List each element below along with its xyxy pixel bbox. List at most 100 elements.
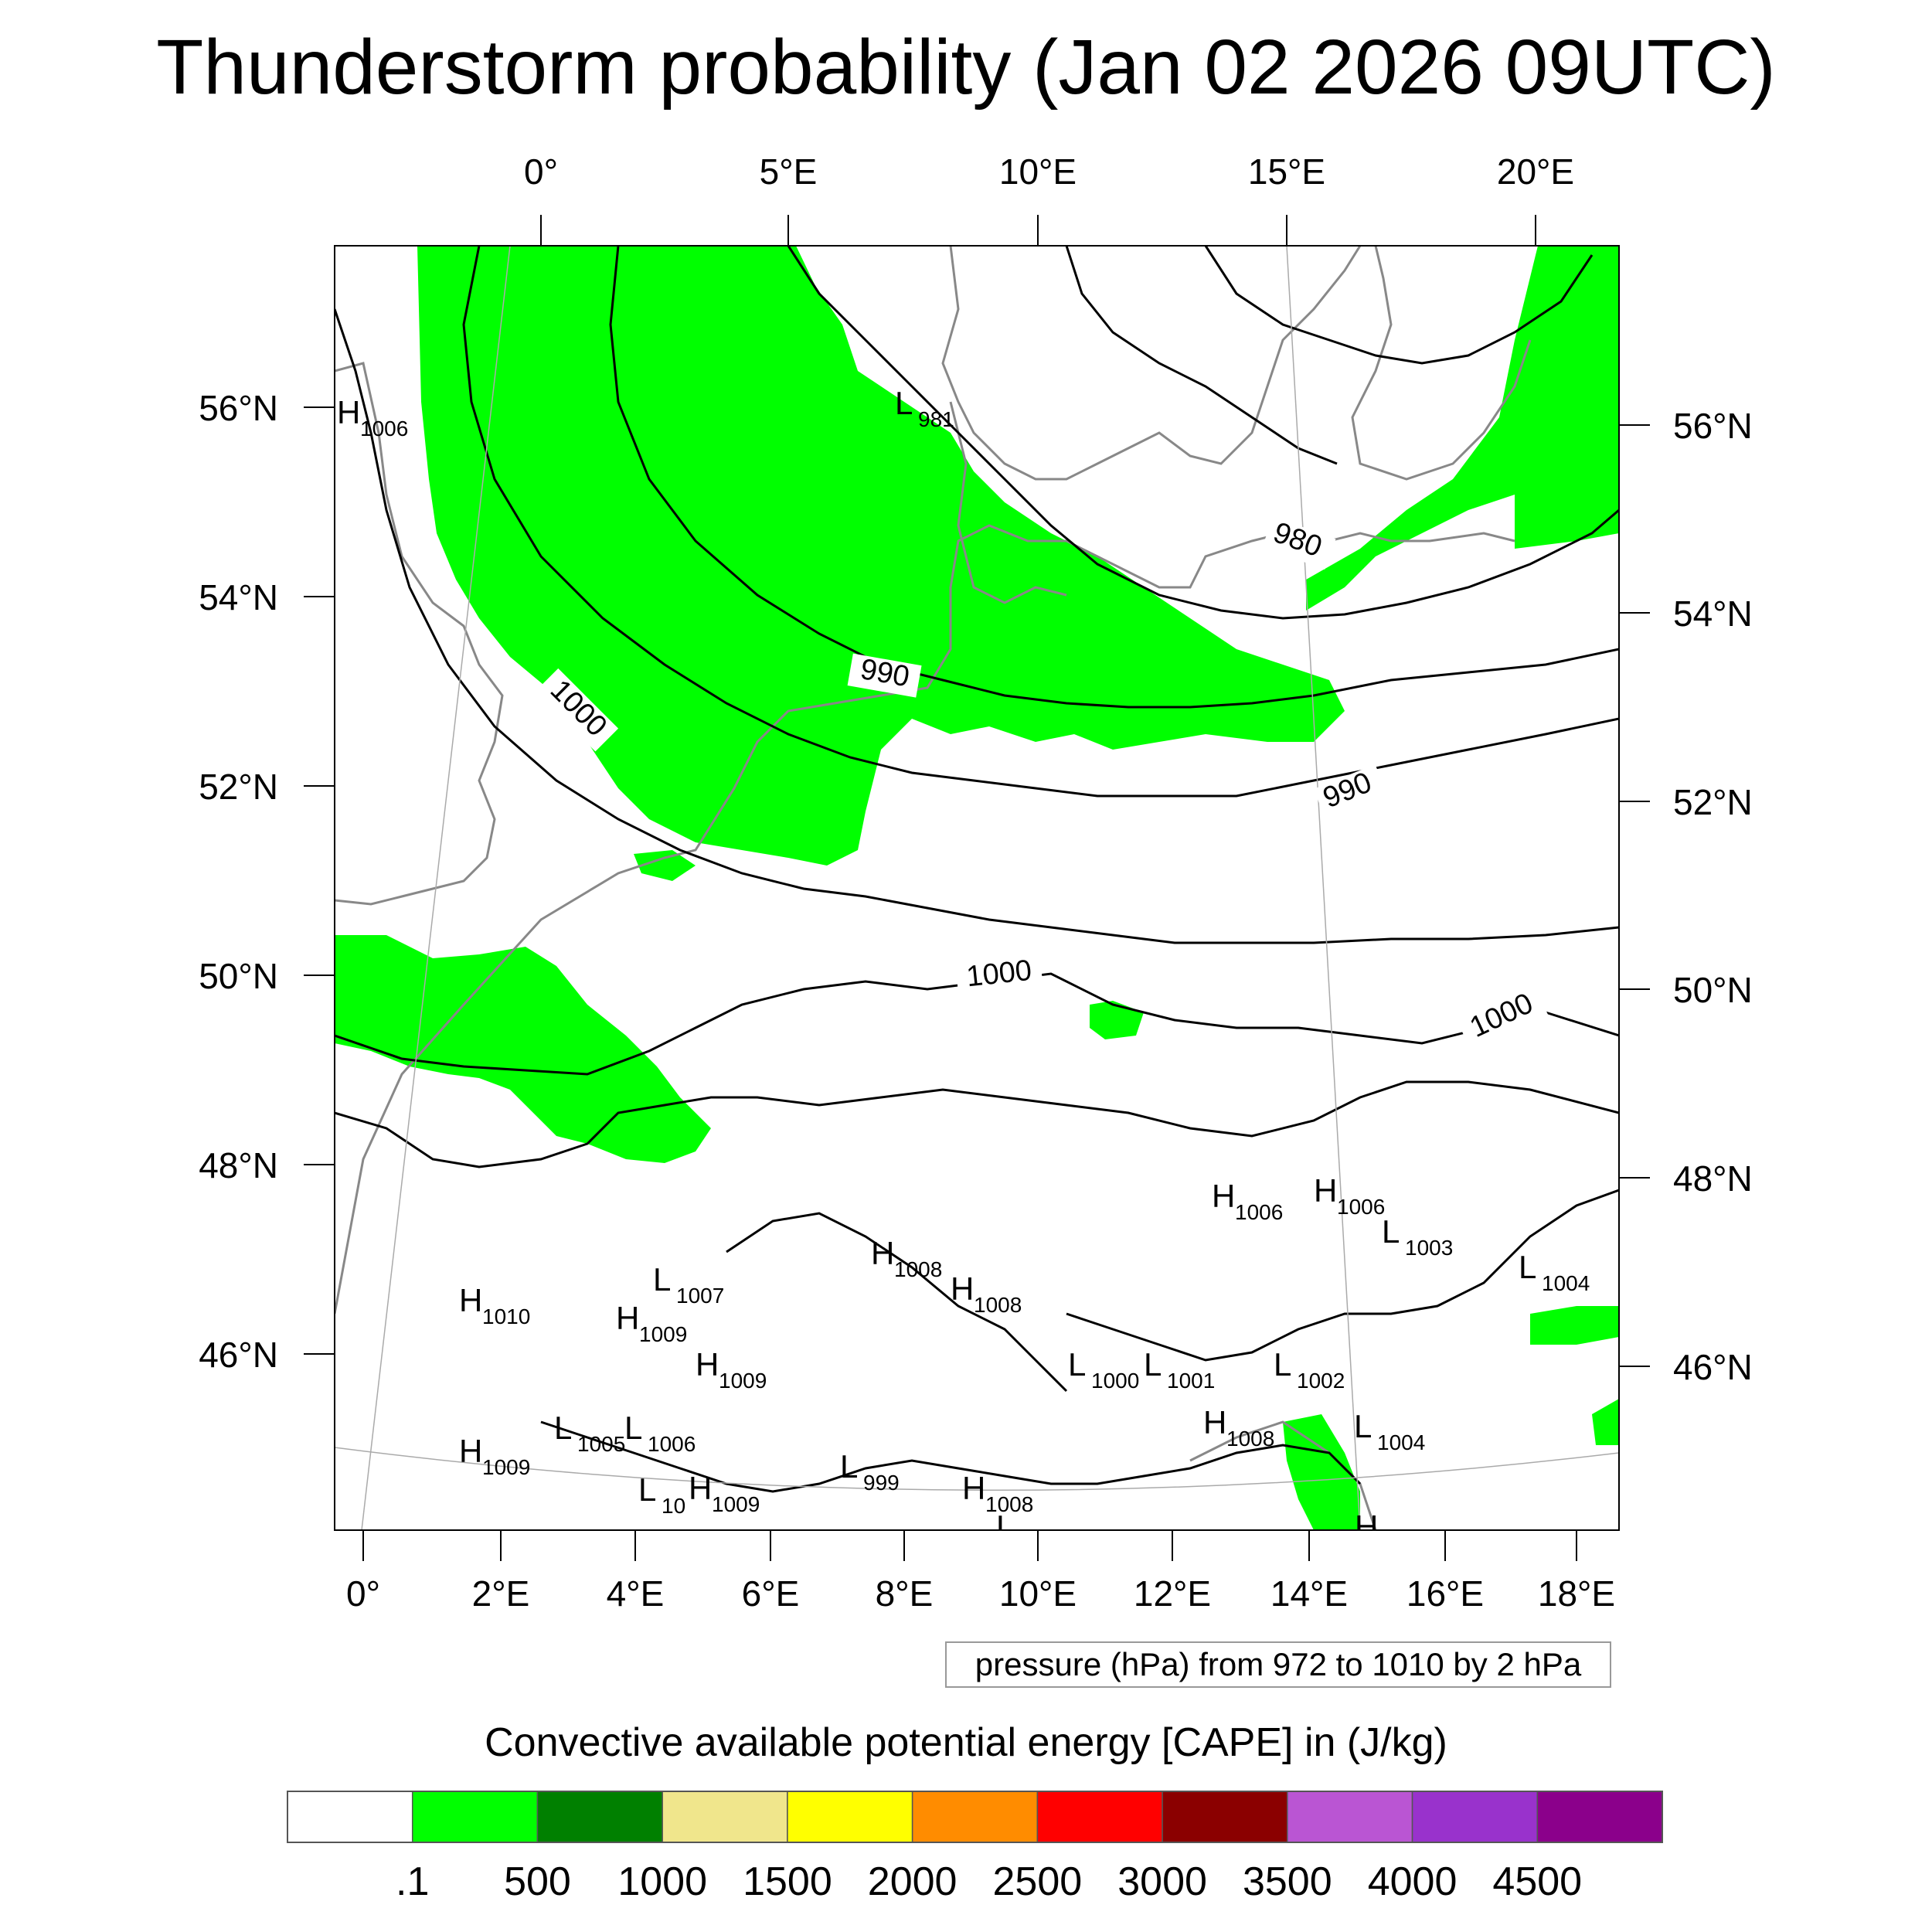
lon-label-top: 0° [524,151,558,192]
page-title: Thunderstorm probability (Jan 02 2026 09… [156,24,1776,111]
pressure-center: H 1008 [962,1470,1033,1516]
contour-label: 1000 [965,954,1033,994]
pressure-center: H 1008 [1203,1404,1274,1451]
pressure-center: L 1003 [1382,1213,1453,1260]
colorbar-label: 1500 [743,1859,832,1904]
coastline-adriatic [1189,1420,1377,1530]
pressure-center-type: H [1355,1509,1378,1545]
meridian-15 [1286,246,1361,1530]
lat-label-left: 56°N [199,388,278,428]
lon-label-bottom: 12°E [1134,1573,1211,1614]
pressure-center-type: L [638,1471,656,1508]
isobar-south-b [1066,1189,1619,1362]
cape-region-southeast [1530,1306,1619,1345]
pressure-center-value: 1006 [648,1432,696,1456]
pressure-center-value: 1008 [974,1293,1022,1317]
pressure-center-value: 1004 [1377,1430,1425,1454]
pressure-center-type: L [840,1448,858,1485]
pressure-center-type: H [459,1282,482,1318]
cape-shading [335,246,1619,1530]
contour-info-box: pressure (hPa) from 972 to 1010 by 2 hPa [945,1641,1611,1688]
pressure-center-type: L [1354,1408,1372,1444]
pressure-center-value: 1000 [1091,1369,1139,1393]
pressure-center: H 1006 [1314,1172,1385,1219]
lat-label-right: 50°N [1673,970,1753,1010]
pressure-center: H 1009 [696,1346,767,1393]
pressure-center-type: L [1274,1346,1291,1383]
pressure-center-value: 10 [662,1494,685,1518]
pressure-center: L 1001 [1144,1346,1215,1393]
colorbar-label: .1 [396,1859,429,1904]
pressure-center-type: L [624,1410,642,1446]
lon-label-bottom: 8°E [876,1573,934,1614]
lat-label-right: 56°N [1673,406,1753,446]
colorbar: .1 500 1000 1500 2000 2500 3000 3500 4000 4500 [287,1791,1663,1904]
colorbar-label: 2500 [993,1859,1083,1904]
coastline-britain [335,362,504,906]
lon-label-top: 20°E [1497,151,1574,192]
pressure-center-value: 1006 [1235,1200,1283,1224]
pressure-center-value: 1009 [639,1322,687,1346]
pressure-center: H 1006 [1212,1178,1283,1224]
pressure-center-value: 1005 [577,1432,625,1456]
lat-label-right: 46°N [1673,1347,1753,1387]
lat-label-left: 52°N [199,767,278,807]
lon-label-bottom: 4°E [607,1573,665,1614]
lon-label-top: 10°E [999,151,1077,192]
pressure-center: L 981 [895,385,954,431]
colorbar-swatch [911,1791,1039,1843]
colorbar-swatch [1162,1791,1288,1843]
pressure-center-type: H [1212,1178,1235,1214]
colorbar-label: 1000 [617,1859,707,1904]
colorbar-border [287,1791,1663,1843]
colorbar-swatch [287,1791,413,1843]
pressure-center: L 1004 [1354,1408,1425,1454]
pressure-center-type: L [1519,1249,1536,1285]
lon-label-bottom: 14°E [1270,1573,1348,1614]
pressure-center-value: 1008 [1378,1531,1426,1555]
colorbar-swatch [1536,1791,1663,1843]
pressure-center: L 1005 [554,1410,625,1456]
pressure-center: L 1006 [624,1410,696,1456]
pressure-center: L 1007 [653,1261,724,1308]
coastline-scandinavia [941,246,1362,481]
pressure-center: L 10 [638,1471,685,1518]
lat-label-left: 48°N [199,1145,278,1185]
isobar-south-a [726,1212,1068,1393]
pressure-center-type: L [1144,1346,1162,1383]
pressure-center-value: 1008 [985,1492,1033,1516]
pressure-center: H 1008 [871,1235,942,1281]
pressure-center: L 1004 [1519,1249,1590,1295]
pressure-center: H 1006 [337,394,408,440]
colorbar-swatch [536,1791,663,1843]
pressure-center-type: H [951,1270,974,1307]
pressure-center-value: 1009 [719,1369,767,1393]
coastline-denmark [949,401,1067,604]
pressure-center-value: 1003 [1405,1236,1453,1260]
cape-region-east-edge [1592,1399,1619,1445]
pressure-center-value: 1002 [1297,1369,1345,1393]
pressure-center-value: 1010 [482,1304,530,1328]
coastline-baltic [1351,246,1532,481]
lat-label-left: 46°N [199,1335,278,1375]
cape-region-small-b [634,850,696,881]
colorbar-swatch [662,1791,788,1843]
lon-label-top: 15°E [1248,151,1325,192]
colorbar-swatch [787,1791,913,1843]
pressure-center: L 999 [840,1448,900,1495]
pressure-center-type: H [1314,1172,1337,1209]
pressure-center-type: H [459,1433,482,1469]
pressure-center-value: 1001 [1167,1369,1215,1393]
pressure-center: L 1002 [1274,1346,1345,1393]
lat-label-left: 54°N [199,577,278,617]
lon-label-bottom: 10°E [999,1573,1077,1614]
lon-label-bottom: 6°E [742,1573,800,1614]
pressure-center-value: 1007 [676,1284,724,1308]
pressure-center: H 1009 [459,1433,530,1479]
pressure-center-type: L [653,1261,671,1298]
pressure-center-value: 1008 [1226,1427,1274,1451]
pressure-center-type: L [554,1410,572,1446]
parallel-45 [335,1447,1619,1492]
pressure-center-value: 981 [918,407,954,431]
colorbar-swatch [1411,1791,1539,1843]
